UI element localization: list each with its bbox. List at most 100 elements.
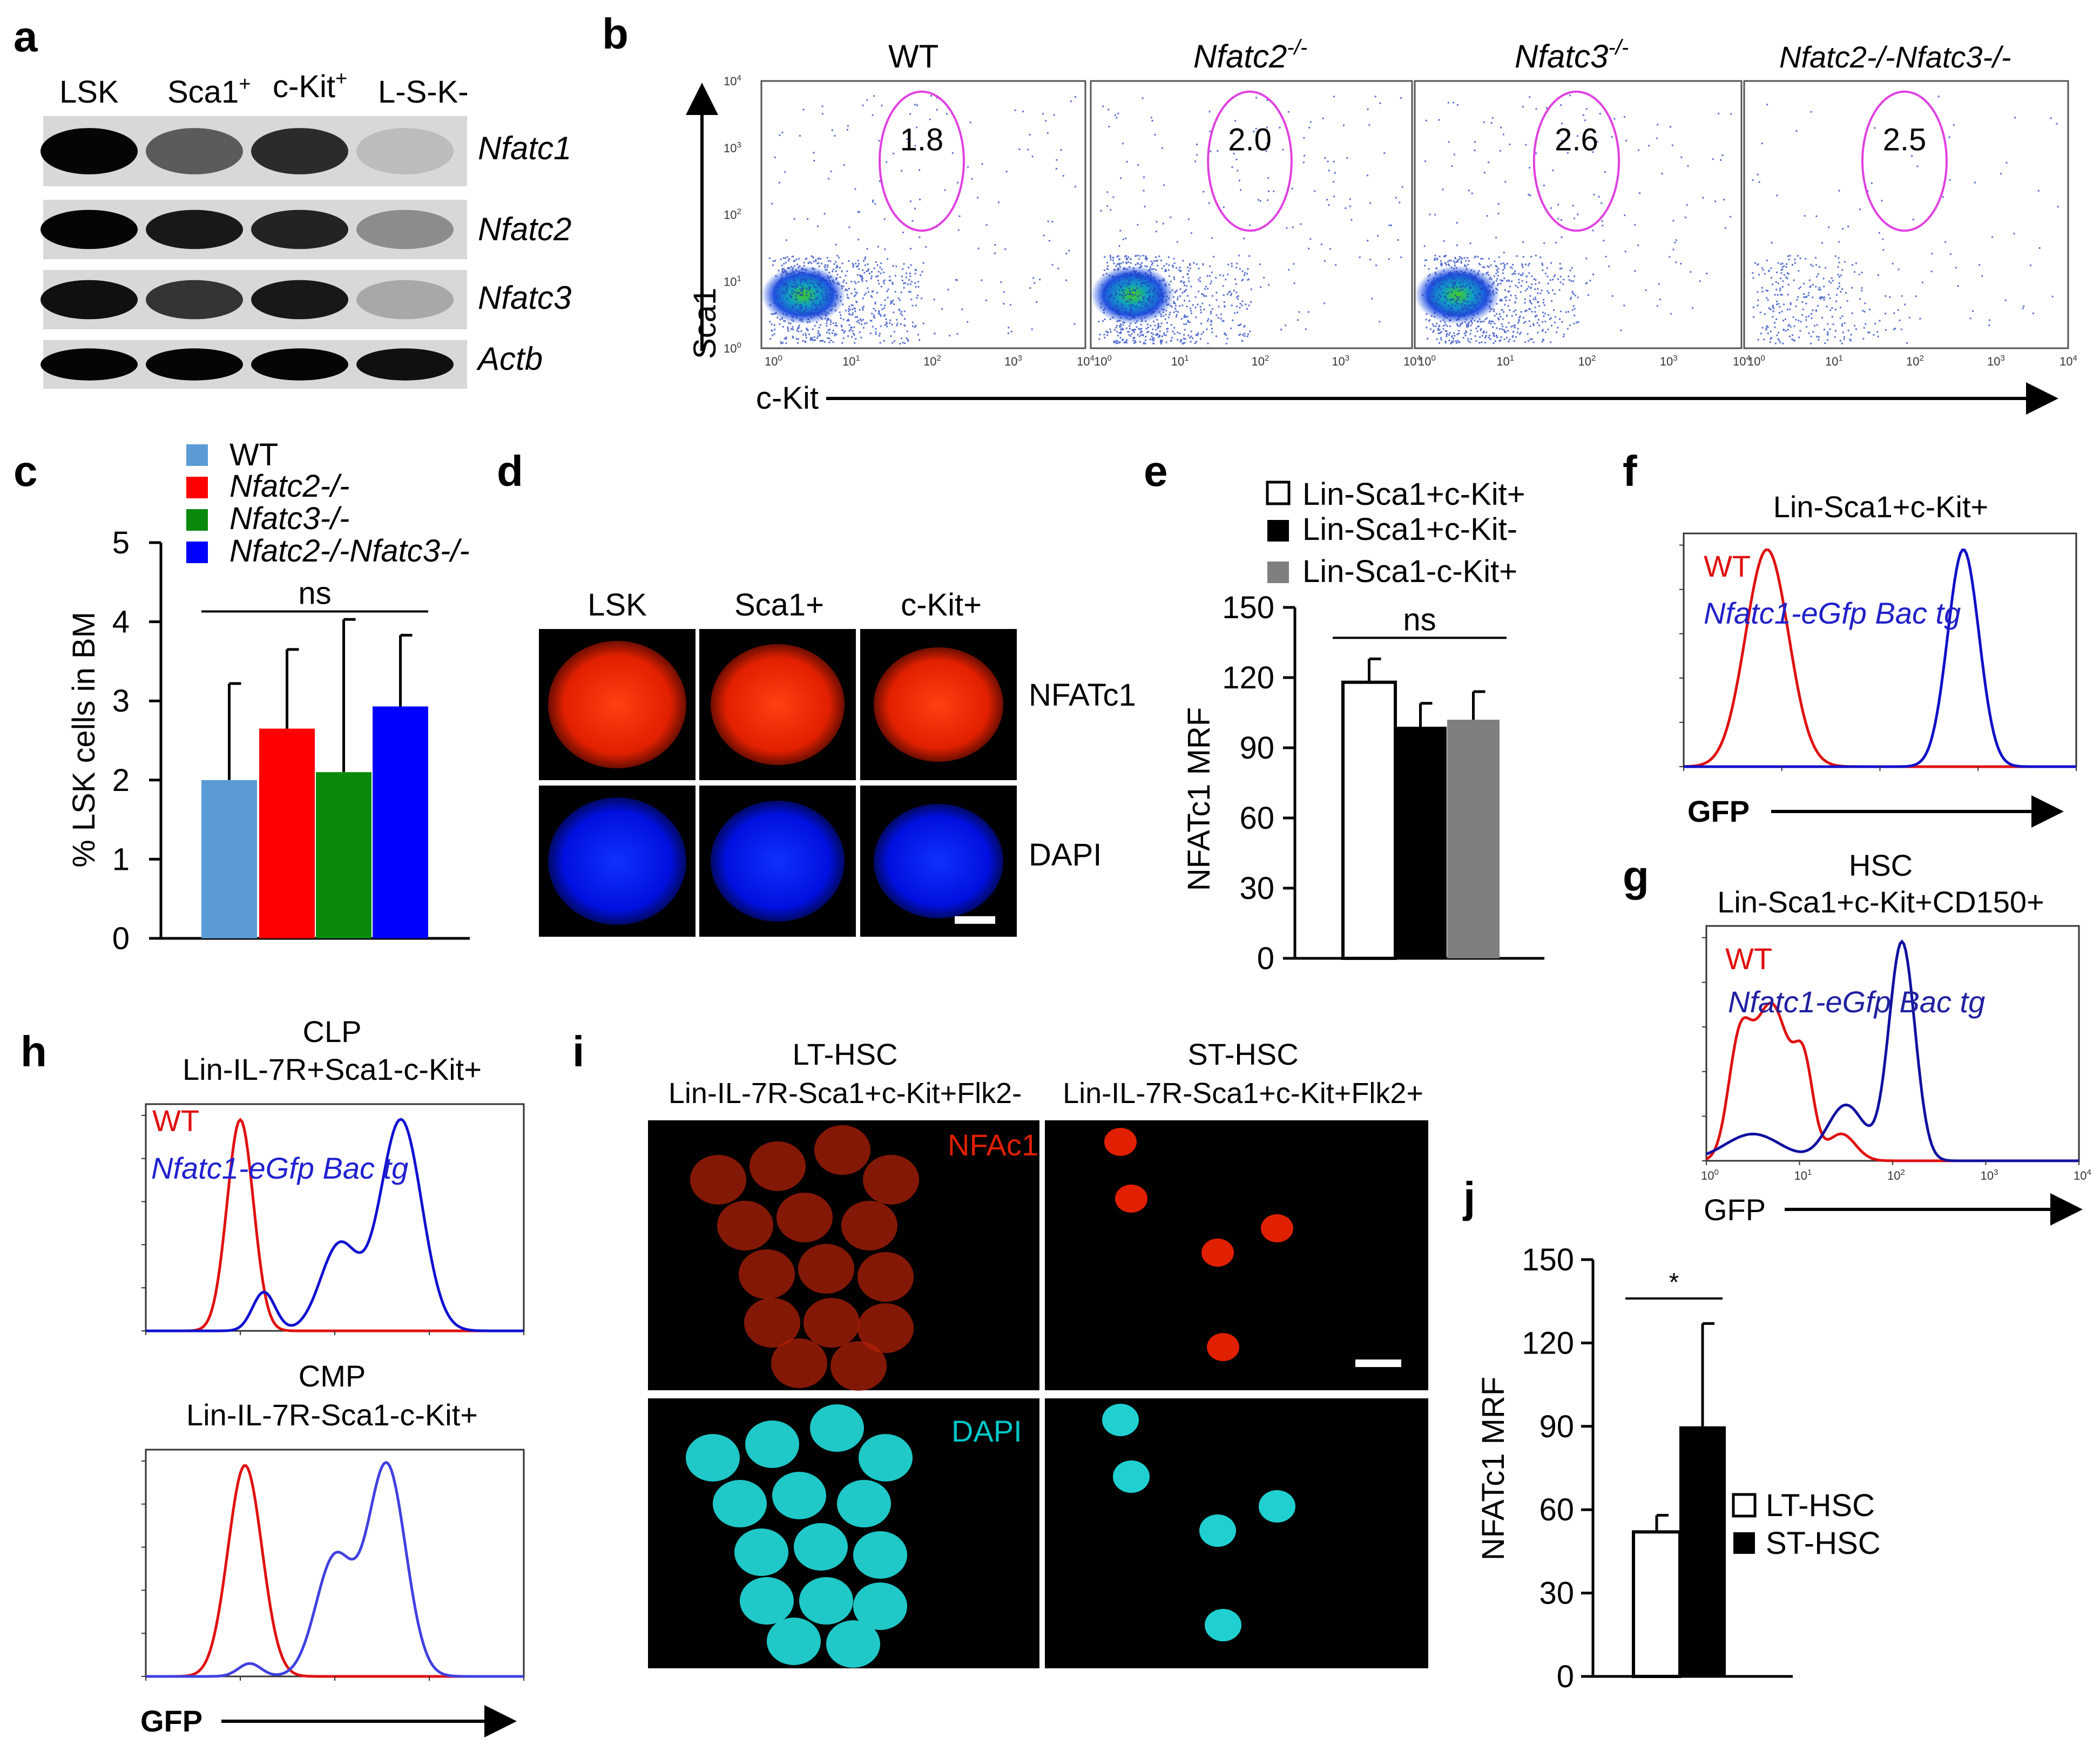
bar <box>259 728 315 938</box>
gel-band <box>40 280 138 320</box>
nucleus-nfac1 <box>1207 1333 1239 1361</box>
st-title-2: Lin-IL-7R-Sca1+c-Kit+Flk2+ <box>1063 1077 1423 1110</box>
density-cluster <box>1415 265 1500 324</box>
nucleus-dapi <box>874 804 1003 918</box>
legend-label-st: ST-HSC <box>1766 1526 1881 1561</box>
y-tick-label: 120 <box>1222 660 1274 695</box>
nucleus-dapi <box>853 1531 907 1579</box>
nucleus-dapi <box>1102 1404 1139 1436</box>
gene-label-nfatc1: Nfatc1 <box>478 130 571 166</box>
histogram-h-clp <box>141 1103 525 1335</box>
bar <box>1341 680 1397 960</box>
legend-label-dko: Nfatc2-/-Nfatc3-/- <box>229 533 470 569</box>
nucleus-dapi <box>767 1618 821 1665</box>
legend-swatch-lsk-minus <box>1267 520 1289 542</box>
significance-label: * <box>1669 1268 1679 1297</box>
panel-letter-g: g <box>1623 852 1649 900</box>
legend-e: Lin-Sca1+c-Kit+ Lin-Sca1+c-Kit- Lin-Sca1… <box>1266 477 1525 589</box>
scale-bar-i <box>1355 1359 1401 1367</box>
gel-band <box>356 280 454 320</box>
panel-i: i LT-HSC Lin-IL-7R-Sca1+c-Kit+Flk2- ST-H… <box>572 1027 1428 1668</box>
legend-label-ls-k: Lin-Sca1-c-Kit+ <box>1302 554 1517 589</box>
y-tick-label: 5 <box>112 525 130 560</box>
panel-letter-d: d <box>497 447 523 495</box>
plot-title-h4: Lin-IL-7R-Sca1-c-Kit+ <box>186 1398 478 1432</box>
gene-labels: Nfatc1 Nfatc2 Nfatc3 Actb <box>476 130 571 377</box>
gel-band <box>251 128 348 174</box>
plot-title-g1: HSC <box>1849 848 1913 882</box>
histogram-frame <box>1705 925 2080 1162</box>
y-tick-label: 120 <box>1522 1325 1574 1361</box>
panel-letter-a: a <box>13 12 38 60</box>
y-tick-label: 30 <box>1239 871 1274 906</box>
x-tick-label: 100 <box>1701 1168 1719 1182</box>
gate-oval <box>1532 90 1620 232</box>
micrograph-grid-d <box>539 629 1017 937</box>
col-label-ckit: c-Kit+ <box>901 587 982 623</box>
y-tick-label: 0 <box>1557 1659 1574 1694</box>
nucleus-nfatc1 <box>874 647 1003 762</box>
x-tick-label: 100 <box>1418 354 1436 368</box>
legend-wt-g: WT <box>1725 942 1772 976</box>
y-tick-label: 102 <box>724 207 741 222</box>
x-tick-label: 101 <box>1825 354 1843 368</box>
bar <box>1679 1426 1726 1676</box>
panel-d: d LSK Sca1+ c-Kit+ NFATc1 DAPI <box>497 447 1136 937</box>
nucleus-dapi <box>1205 1609 1241 1641</box>
lane-label-ckit: c-Kit+ <box>273 67 347 104</box>
panel-letter-i: i <box>572 1027 584 1075</box>
nucleus-dapi <box>853 1582 907 1630</box>
significance-label: ns <box>1403 602 1436 637</box>
flow-plots: 1.8 100 101 102 103 104 2.0 100 101 102 103 104 2.6 1… <box>724 73 2077 368</box>
x-tick-label: 101 <box>1794 1168 1812 1182</box>
nucleus-dapi <box>837 1480 891 1527</box>
plot-title-h3: CMP <box>299 1359 366 1393</box>
micrograph-grid-i <box>648 1120 1428 1668</box>
x-tick-label: 102 <box>923 354 941 368</box>
legend-c: WT Nfatc2-/- Nfatc3-/- Nfatc2-/-Nfatc3-/… <box>186 437 470 569</box>
y-tick-label: 1 <box>112 842 130 877</box>
nucleus-nfac1 <box>739 1249 795 1299</box>
panel-letter-b: b <box>602 10 629 58</box>
legend-swatch-dko <box>186 542 208 563</box>
x-tick-label: 104 <box>1733 354 1751 368</box>
panel-h: h CLP Lin-IL-7R+Sca1-c-Kit+ WT Nfatc1-eG… <box>21 1014 525 1738</box>
nucleus-nfac1 <box>1115 1185 1147 1213</box>
y-axis-label-c: % LSK cells in BM <box>66 612 102 868</box>
nucleus-nfac1 <box>798 1244 854 1294</box>
x-tick-label: 102 <box>1887 1168 1905 1182</box>
x-tick-label: 101 <box>1171 354 1189 368</box>
bar <box>1394 727 1447 958</box>
plot-titles: WT Nfatc2-/- Nfatc3-/- Nfatc2-/-Nfatc3-/… <box>888 36 2011 75</box>
legend-tg-h: Nfatc1-eGfp Bac tg <box>151 1151 408 1185</box>
y-tick-label: 0 <box>112 921 130 956</box>
channel-label-nfac1: NFAc1 <box>948 1128 1038 1162</box>
gel-band <box>356 348 454 381</box>
y-tick-label: 60 <box>1539 1492 1574 1527</box>
nucleus-nfac1 <box>863 1155 919 1205</box>
bar <box>373 706 428 938</box>
nucleus-dapi <box>734 1528 788 1576</box>
x-tick-label: 100 <box>1094 354 1112 368</box>
bar <box>1632 1530 1682 1678</box>
row-label-dapi: DAPI <box>1029 837 1102 872</box>
bar-chart-e: 0 30 60 90 120 150 ns <box>1222 590 1544 976</box>
histogram-curve <box>1706 939 2079 1162</box>
legend-label-nfatc2: Nfatc2-/- <box>229 469 349 504</box>
nucleus-nfac1 <box>857 1303 914 1353</box>
nucleus-nfac1 <box>1261 1214 1293 1242</box>
gate-percentage: 2.6 <box>1555 123 1598 158</box>
panel-letter-e: e <box>1144 447 1168 495</box>
x-tick-label: 102 <box>1578 354 1596 368</box>
col-label-sca1: Sca1+ <box>734 587 824 623</box>
legend-label-nfatc3: Nfatc3-/- <box>229 501 349 536</box>
y-tick-label: 60 <box>1239 801 1274 836</box>
gene-label-nfatc3: Nfatc3 <box>478 280 571 316</box>
column-labels-d: LSK Sca1+ c-Kit+ <box>588 587 982 623</box>
panel-e: e Lin-Sca1+c-Kit+ Lin-Sca1+c-Kit- Lin-Sc… <box>1144 447 1544 976</box>
legend-wt-f: WT <box>1704 549 1751 583</box>
lane-labels: LSK Sca1+ c-Kit+ L-S-K- <box>59 67 469 110</box>
x-axis-label: c-Kit <box>756 381 819 416</box>
x-tick-label: 104 <box>2060 354 2077 368</box>
y-tick-label: 100 <box>724 341 741 355</box>
